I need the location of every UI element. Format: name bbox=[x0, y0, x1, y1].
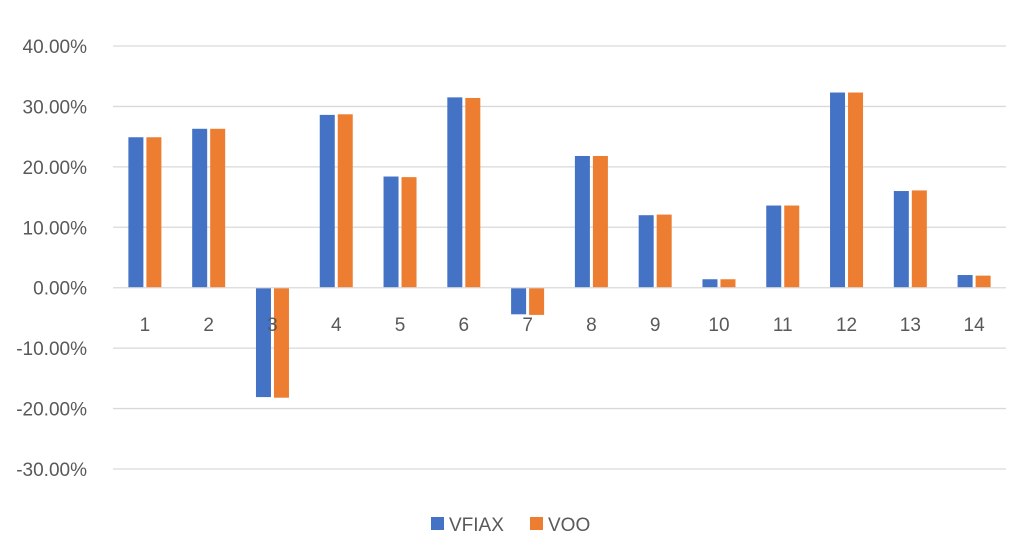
bar-vfiax-13 bbox=[893, 191, 909, 288]
bar-vfiax-11 bbox=[766, 205, 782, 288]
bar-voo-13 bbox=[911, 190, 927, 288]
bar-vfiax-9 bbox=[638, 215, 654, 288]
bar-vfiax-1 bbox=[128, 137, 144, 288]
x-category-label: 8 bbox=[586, 315, 597, 336]
bars bbox=[128, 92, 991, 398]
x-category-label: 12 bbox=[836, 315, 857, 336]
y-tick-label: 10.00% bbox=[23, 218, 88, 239]
bar-vfiax-10 bbox=[702, 279, 718, 288]
x-category-label: 9 bbox=[650, 315, 661, 336]
y-tick-label: -10.00% bbox=[16, 339, 87, 360]
bar-voo-9 bbox=[656, 214, 672, 288]
bar-voo-7 bbox=[529, 287, 545, 315]
bar-vfiax-8 bbox=[574, 155, 590, 288]
bar-vfiax-5 bbox=[383, 176, 399, 288]
x-category-label: 10 bbox=[708, 315, 729, 336]
y-tick-label: 20.00% bbox=[23, 158, 88, 179]
y-tick-label: -30.00% bbox=[16, 460, 87, 481]
bar-vfiax-6 bbox=[447, 97, 463, 288]
x-category-label: 13 bbox=[900, 315, 921, 336]
bar-voo-1 bbox=[146, 137, 162, 288]
bar-vfiax-12 bbox=[830, 92, 846, 288]
y-tick-label: 0.00% bbox=[33, 279, 87, 300]
y-axis-tick-labels: 40.00% 30.00% 20.00% 10.00% 0.00% -10.00% -20.… bbox=[16, 37, 87, 481]
legend-swatch-vfiax bbox=[431, 517, 444, 530]
bar-vfiax-3 bbox=[255, 287, 271, 398]
legend-swatch-voo bbox=[530, 517, 543, 530]
bar-vfiax-4 bbox=[319, 114, 335, 288]
x-axis-category-labels: 1 2 3 4 5 6 7 8 9 10 11 12 13 14 bbox=[140, 315, 986, 336]
legend-label-vfiax: VFIAX bbox=[449, 515, 504, 536]
bar-voo-11 bbox=[784, 205, 800, 288]
gridlines bbox=[113, 45, 1006, 470]
x-category-label: 2 bbox=[203, 315, 214, 336]
bar-voo-6 bbox=[465, 97, 481, 288]
x-category-label: 11 bbox=[773, 315, 793, 336]
bar-voo-3 bbox=[273, 287, 289, 398]
bar-voo-10 bbox=[720, 279, 736, 288]
bar-voo-4 bbox=[337, 114, 353, 288]
bar-vfiax-2 bbox=[192, 128, 208, 288]
bar-voo-8 bbox=[592, 155, 608, 288]
x-category-label: 14 bbox=[964, 315, 986, 336]
x-category-label: 4 bbox=[331, 315, 342, 336]
x-category-label: 7 bbox=[522, 315, 533, 336]
bar-voo-2 bbox=[210, 128, 226, 288]
bar-vfiax-7 bbox=[511, 287, 527, 315]
x-category-label: 3 bbox=[267, 315, 278, 336]
x-category-label: 6 bbox=[459, 315, 470, 336]
y-tick-label: -20.00% bbox=[16, 400, 87, 421]
legend: VFIAX VOO bbox=[431, 515, 590, 536]
x-category-label: 5 bbox=[395, 315, 406, 336]
x-category-label: 1 bbox=[140, 315, 151, 336]
bar-vfiax-14 bbox=[957, 275, 973, 288]
bar-voo-5 bbox=[401, 177, 417, 288]
y-tick-label: 40.00% bbox=[23, 37, 88, 58]
legend-label-voo: VOO bbox=[548, 515, 590, 536]
y-tick-label: 30.00% bbox=[23, 97, 88, 118]
bar-voo-12 bbox=[848, 92, 864, 288]
bar-voo-14 bbox=[975, 275, 991, 288]
